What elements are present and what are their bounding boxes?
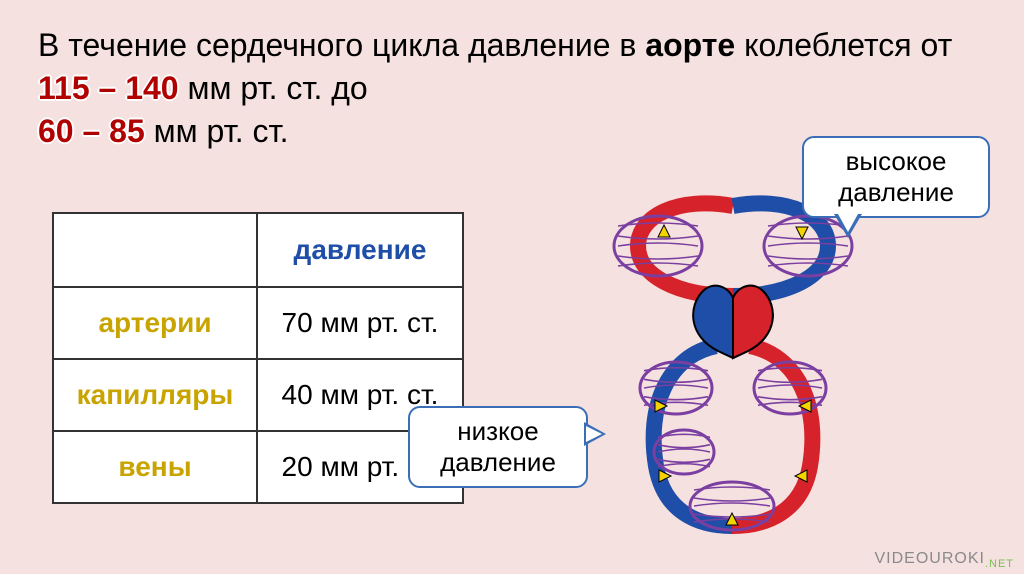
watermark: VIDEOUROKI.NET: [874, 550, 1014, 570]
table-row-header: давление: [54, 214, 462, 286]
flow-arrow-icon: [796, 227, 808, 239]
table-header-pressure: давление: [258, 214, 462, 286]
callout-tail-icon: [834, 214, 862, 238]
callout-low-text: низкое давление: [440, 416, 556, 477]
callout-low-pressure: низкое давление: [408, 406, 588, 488]
flow-arrow-icon: [658, 225, 670, 237]
row-value-arteries: 70 мм рт. ст.: [258, 288, 462, 358]
row-label-arteries: артерии: [54, 288, 258, 358]
callout-high-pressure: высокое давление: [802, 136, 990, 218]
circulatory-diagram: высокое давление низкое давление: [568, 176, 978, 536]
title-part1: В течение сердечного цикла давление в: [38, 27, 645, 63]
page-title: В течение сердечного цикла давление в ао…: [38, 24, 986, 154]
title-part2: колеблется от: [735, 27, 952, 63]
row-label-veins: вены: [54, 432, 258, 502]
capillary-bed-organ-3: [654, 430, 714, 474]
row-label-capillaries: капилляры: [54, 360, 258, 430]
table-row: капилляры 40 мм рт. ст.: [54, 358, 462, 430]
title-part4: мм рт. ст.: [145, 113, 289, 149]
table-header-empty: [54, 214, 258, 286]
table-row: вены 20 мм рт. ст.: [54, 430, 462, 502]
watermark-suffix: .NET: [985, 558, 1014, 570]
watermark-text: VIDEOUROKI: [874, 550, 984, 567]
callout-tail-icon: [584, 422, 606, 446]
title-range1: 115 – 140: [38, 70, 179, 106]
callout-high-text: высокое давление: [838, 146, 954, 207]
pressure-table: давление артерии 70 мм рт. ст. капилляры…: [52, 212, 464, 504]
capillary-bed-lung-left: [614, 216, 702, 276]
title-bold1: аорте: [645, 27, 735, 63]
table-row: артерии 70 мм рт. ст.: [54, 286, 462, 358]
title-part3: мм рт. ст. до: [179, 70, 368, 106]
title-range2: 60 – 85: [38, 113, 145, 149]
